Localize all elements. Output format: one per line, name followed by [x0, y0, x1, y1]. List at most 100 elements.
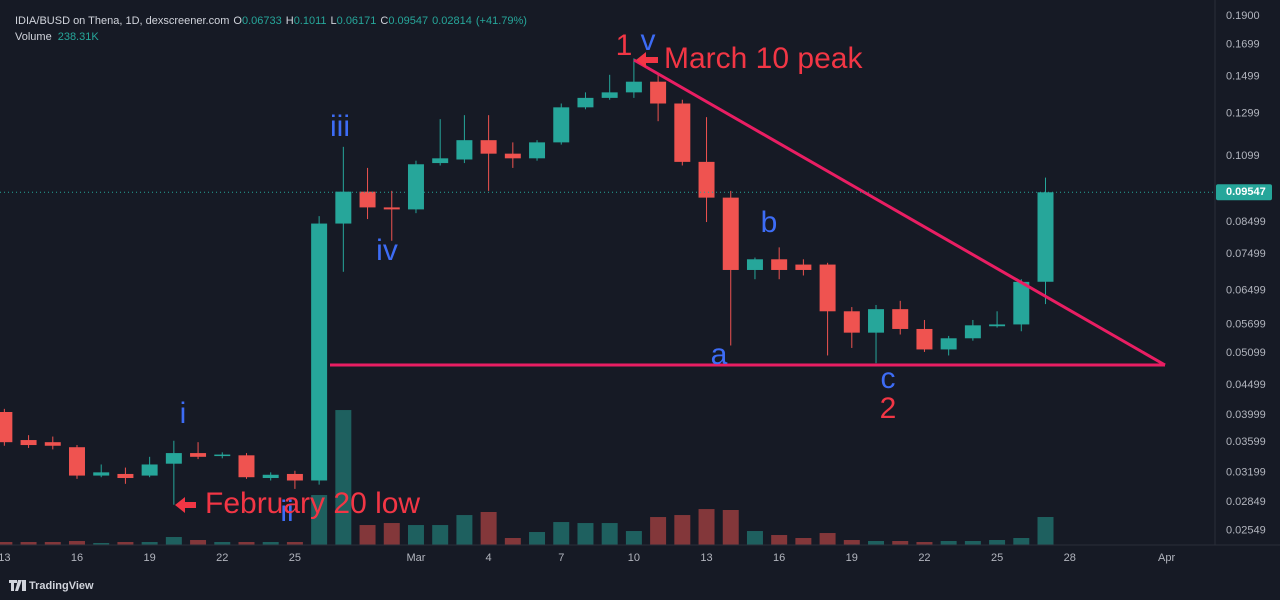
volume-bar	[674, 515, 691, 545]
x-tick-label: 25	[991, 552, 1003, 564]
volume-bar	[577, 523, 594, 545]
legend-key: O	[233, 15, 242, 27]
volume-name: Volume	[15, 31, 52, 43]
x-tick-label: 13	[0, 552, 10, 564]
legend-value: 0.09547	[388, 15, 428, 27]
candle-body	[964, 325, 981, 339]
x-tick-label: 28	[1064, 552, 1076, 564]
annotation: 2	[880, 392, 897, 425]
candle-body	[601, 92, 618, 98]
volume-bar	[964, 541, 981, 545]
candle-body	[0, 411, 13, 443]
x-tick-label: Mar	[406, 552, 425, 564]
volume-bar	[141, 542, 158, 545]
last-price-tag	[1216, 184, 1272, 201]
volume-bar	[407, 525, 424, 545]
volume-bar	[601, 523, 618, 545]
volume-bar	[722, 509, 739, 545]
y-tick-label: 0.1900	[1226, 10, 1260, 22]
header-legend: IDIA/BUSD on Thena, 1D, dexscreener.com O…	[15, 15, 527, 27]
y-tick-label: 0.05099	[1226, 347, 1266, 359]
volume-bar	[69, 541, 85, 545]
volume-bar	[746, 531, 763, 545]
candle-body	[286, 473, 303, 481]
axes: 0.1900 0.1699 0.1499 0.1299 0.1099 0.08499 0.0…	[0, 10, 1272, 564]
candle-layer	[0, 58, 1054, 505]
volume-bar	[1013, 538, 1030, 545]
brand-logo	[9, 580, 26, 591]
annotation: March 10 peak	[664, 42, 863, 75]
x-tick-label: 25	[289, 552, 301, 564]
legend-value: 0.06733	[242, 15, 282, 27]
candle-body	[20, 440, 37, 446]
volume-bar	[0, 542, 13, 545]
candle-body	[795, 264, 812, 270]
annotation: 1	[616, 29, 633, 62]
candle-body	[335, 191, 352, 224]
y-tick-label: 0.1099	[1226, 150, 1260, 162]
candle-body	[868, 309, 885, 333]
volume-bar	[795, 538, 812, 545]
x-tick-label: 16	[71, 552, 83, 564]
volume-bar	[940, 541, 957, 545]
annotation: i	[180, 397, 187, 430]
candle-body	[916, 328, 933, 350]
volume-bar	[214, 542, 231, 545]
arrow	[636, 52, 658, 68]
volume-bar	[625, 531, 642, 545]
candle-body	[892, 309, 909, 329]
volume-bar	[504, 538, 521, 545]
annotation: February 20 low	[205, 487, 420, 520]
legend-change-pct: (+41.79%)	[476, 15, 527, 27]
legend-key: C	[380, 15, 388, 27]
candle-body	[238, 455, 255, 478]
volume-bar	[262, 542, 279, 545]
volume-value: 238.31K	[58, 31, 100, 43]
legend-change: 0.02814	[432, 15, 472, 27]
y-tick-label: 0.03199	[1226, 466, 1266, 478]
volume-bar	[117, 542, 134, 545]
annotation: c	[881, 362, 896, 395]
y-tick-label: 0.02849	[1226, 496, 1266, 508]
volume-bar	[819, 533, 836, 545]
last-price-label: 0.09547	[1226, 186, 1266, 198]
volume-bar	[432, 525, 449, 545]
symbol-title: IDIA/BUSD on Thena, 1D, dexscreener.com	[15, 15, 229, 27]
candle-body	[1013, 281, 1030, 325]
arrow	[175, 497, 196, 513]
candle-body	[432, 158, 449, 164]
y-tick-label: 0.02549	[1226, 525, 1266, 537]
candle-body	[625, 81, 642, 93]
y-tick-label: 0.1699	[1226, 39, 1260, 51]
candle-body	[674, 103, 691, 162]
candle-body	[93, 472, 110, 476]
volume-bar	[771, 535, 788, 545]
volume-bar	[1037, 517, 1054, 545]
y-tick-label: 0.06499	[1226, 285, 1266, 297]
volume-bar	[20, 542, 37, 545]
x-tick-label: 22	[918, 552, 930, 564]
y-tick-label: 0.08499	[1226, 216, 1266, 228]
y-tick-label: 0.03599	[1226, 436, 1266, 448]
candle-body	[311, 223, 328, 481]
annotation: v	[641, 24, 656, 57]
volume-bar	[650, 517, 667, 545]
candle-body	[771, 259, 788, 270]
x-tick-label: 19	[144, 552, 156, 564]
legend-key: H	[286, 15, 294, 27]
volume-bar	[698, 509, 715, 545]
x-tick-label: 16	[773, 552, 785, 564]
y-tick-label: 0.04499	[1226, 379, 1266, 391]
candle-body	[819, 264, 836, 312]
legend-key: L	[331, 15, 337, 27]
candle-body	[262, 474, 279, 479]
y-tick-label: 0.07499	[1226, 248, 1266, 260]
brand: TradingView	[29, 580, 94, 592]
volume-layer	[0, 410, 1054, 545]
candle-body	[141, 464, 158, 476]
y-tick-label: 0.05699	[1226, 318, 1266, 330]
candle-body	[407, 164, 424, 210]
